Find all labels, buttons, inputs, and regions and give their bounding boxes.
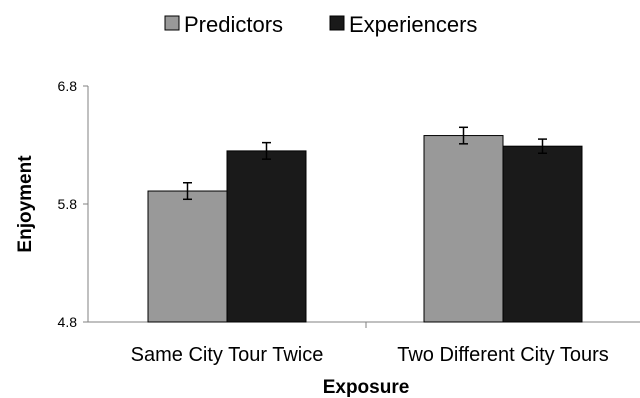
- bar-experiencers-1: [502, 145, 583, 323]
- x-axis-title: Exposure: [323, 377, 410, 398]
- legend-swatch-predictors: [164, 15, 180, 31]
- error-bar-predictors-1: [459, 126, 468, 145]
- y-axis-title: Enjoyment: [15, 155, 36, 253]
- error-bar-experiencers-0: [262, 141, 271, 160]
- y-tick-label: 4.8: [58, 314, 78, 330]
- legend: Predictors Experiencers: [164, 12, 477, 37]
- bar-predictors-1: [423, 135, 504, 323]
- y-tick-label: 6.8: [58, 78, 78, 94]
- bar-experiencers-0: [226, 150, 307, 323]
- x-category-label: Two Different City Tours: [397, 344, 609, 366]
- error-bar-predictors-0: [183, 182, 192, 201]
- legend-label-experiencers: Experiencers: [349, 12, 477, 37]
- legend-label-predictors: Predictors: [184, 12, 283, 37]
- y-ticks: 4.8 5.8 6.8: [58, 78, 88, 330]
- x-category-label: Same City Tour Twice: [131, 344, 324, 366]
- error-bar-experiencers-1: [538, 138, 547, 155]
- legend-swatch-experiencers: [329, 15, 345, 31]
- bar-predictors-0: [147, 190, 228, 323]
- bars-group: [147, 126, 583, 323]
- y-tick-label: 5.8: [58, 196, 78, 212]
